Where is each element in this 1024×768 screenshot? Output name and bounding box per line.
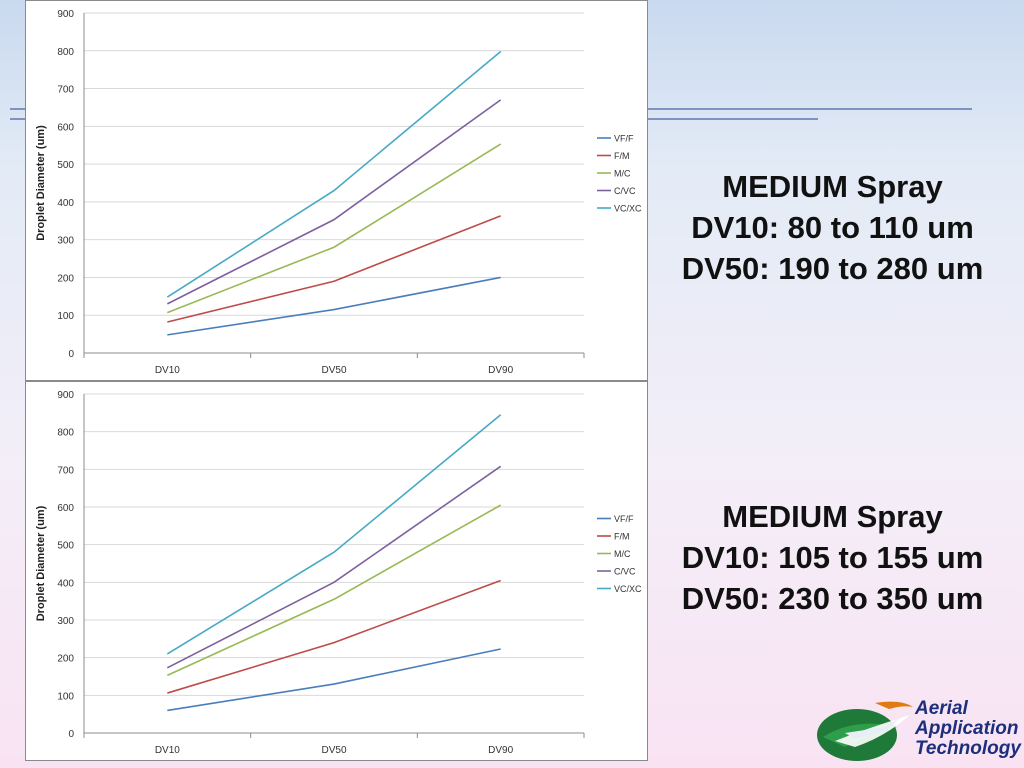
y-tick-label: 100 [57, 311, 74, 322]
caption-2-dv50: DV50: 230 to 350 um [681, 581, 984, 616]
y-tick-label: 0 [68, 349, 74, 360]
series-line-c-vc [166, 99, 502, 305]
legend-label: C/VC [614, 567, 636, 577]
series-line-f-m [167, 579, 501, 694]
legend-label: M/C [614, 169, 631, 179]
caption-2-title: MEDIUM Spray [722, 499, 943, 534]
legend-label: VC/XC [614, 584, 642, 594]
y-tick-label: 700 [57, 85, 74, 96]
y-tick-label: 600 [57, 503, 74, 514]
y-tick-label: 200 [57, 273, 74, 284]
y-tick-label: 500 [57, 160, 74, 171]
y-tick-label: 0 [68, 729, 74, 740]
x-tick-label: DV10 [155, 365, 180, 376]
y-axis-title: Droplet Diameter (um) [35, 125, 47, 241]
y-tick-label: 200 [57, 654, 74, 665]
caption-1: MEDIUM Spray DV10: 80 to 110 um DV50: 19… [655, 166, 1010, 289]
caption-1-title: MEDIUM Spray [722, 169, 943, 204]
legend-label: M/C [614, 549, 631, 559]
chart-panel-2: 0 100 200 300 400 500 600 700 800 900 DV10 DV50 DV90… [25, 381, 648, 761]
y-tick-label: 500 [57, 541, 74, 552]
chart-panel-1: 0 100 200 300 400 500 600 700 800 900 DV10 DV50 DV90… [25, 0, 648, 381]
legend-label: F/M [614, 532, 630, 542]
x-tick-label: DV10 [155, 745, 180, 756]
series-line-c-vc [166, 465, 502, 669]
legend-label: VF/F [614, 134, 634, 144]
logo-line-3: Technology [915, 738, 1021, 759]
caption-1-dv50: DV50: 190 to 280 um [681, 251, 984, 286]
y-axis-title: Droplet Diameter (um) [35, 505, 47, 621]
y-tick-label: 600 [57, 122, 74, 133]
series-line-f-m [167, 215, 501, 323]
x-tick-label: DV50 [321, 745, 346, 756]
series-line-vf-f [167, 276, 501, 336]
series-line-vc-xc [166, 50, 502, 298]
logo-line-2: Application [915, 718, 1019, 739]
y-tick-label: 100 [57, 691, 74, 702]
y-tick-label: 800 [57, 47, 74, 58]
y-tick-label: 800 [57, 428, 74, 439]
caption-2: MEDIUM Spray DV10: 105 to 155 um DV50: 2… [655, 496, 1010, 619]
droplet-chart-2: 0 100 200 300 400 500 600 700 800 900 DV10 DV50 DV90… [35, 390, 642, 756]
legend-label: VF/F [614, 514, 634, 524]
y-tick-label: 900 [57, 390, 74, 401]
y-tick-label: 900 [57, 9, 74, 20]
x-tick-label: DV90 [488, 745, 513, 756]
y-tick-label: 400 [57, 198, 74, 209]
caption-2-dv10: DV10: 105 to 155 um [681, 540, 984, 575]
x-tick-label: DV50 [321, 365, 346, 376]
caption-1-dv10: DV10: 80 to 110 um [691, 210, 974, 245]
y-tick-label: 300 [57, 236, 74, 247]
y-tick-label: 400 [57, 578, 74, 589]
logo-line-1: Aerial [915, 698, 968, 719]
droplet-chart-1: 0 100 200 300 400 500 600 700 800 900 DV10 DV50 DV90… [35, 9, 642, 376]
y-tick-label: 700 [57, 465, 74, 476]
y-tick-label: 300 [57, 616, 74, 627]
x-tick-label: DV90 [488, 365, 513, 376]
series-line-m-c [167, 143, 502, 314]
aerial-application-technology-logo: Aerial Application Technology [815, 697, 1021, 765]
legend-label: C/VC [614, 186, 636, 196]
airplane-globe-icon [817, 701, 913, 761]
legend-label: VC/XC [614, 204, 642, 214]
legend-label: F/M [614, 151, 630, 161]
series-line-vc-xc [166, 414, 502, 655]
series-line-m-c [167, 504, 502, 677]
series-line-vf-f [167, 648, 501, 712]
